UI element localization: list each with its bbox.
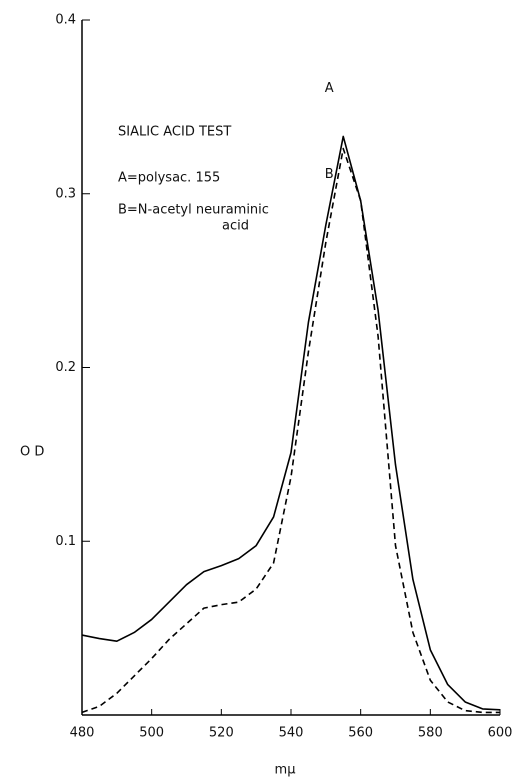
x-tick-label: 480 — [70, 726, 95, 741]
x-axis-label: mμ — [275, 763, 296, 778]
series-line — [81, 135, 501, 711]
x-tick-label: 520 — [209, 726, 234, 741]
series-label: A — [325, 81, 334, 96]
series-label: B — [325, 167, 334, 182]
x-tick-label: 600 — [488, 726, 513, 741]
y-axis-label: O D — [20, 445, 44, 460]
y-tick-label: 0.1 — [55, 534, 76, 549]
annotation: acid — [222, 219, 249, 234]
series-line — [81, 147, 500, 714]
annotation: SIALIC ACID TEST — [118, 125, 231, 140]
x-tick-label: 500 — [139, 726, 164, 741]
x-tick-label: 580 — [418, 726, 443, 741]
annotation: A=polysac. 155 — [118, 171, 220, 186]
x-tick-label: 540 — [279, 726, 304, 741]
y-tick-label: 0.4 — [55, 13, 76, 28]
y-tick-label: 0.3 — [55, 186, 76, 201]
y-tick-label: 0.2 — [55, 360, 76, 375]
x-tick-label: 560 — [348, 726, 373, 741]
annotation: B=N-acetyl neuraminic — [118, 203, 269, 218]
